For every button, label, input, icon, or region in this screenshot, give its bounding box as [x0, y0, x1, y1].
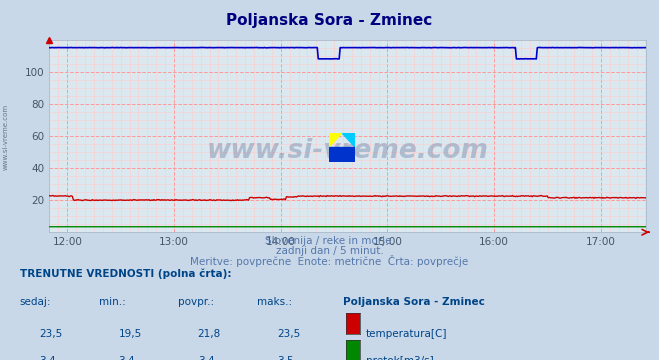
Text: TRENUTNE VREDNOSTI (polna črta):: TRENUTNE VREDNOSTI (polna črta):: [20, 268, 231, 279]
Text: 23,5: 23,5: [40, 329, 63, 339]
Text: www.si-vreme.com: www.si-vreme.com: [207, 138, 488, 164]
Text: Meritve: povprečne  Enote: metrične  Črta: povprečje: Meritve: povprečne Enote: metrične Črta:…: [190, 255, 469, 267]
Text: sedaj:: sedaj:: [20, 297, 51, 307]
Polygon shape: [329, 133, 342, 147]
Text: zadnji dan / 5 minut.: zadnji dan / 5 minut.: [275, 246, 384, 256]
Text: 3,4: 3,4: [40, 356, 56, 360]
Text: Slovenija / reke in morje.: Slovenija / reke in morje.: [264, 236, 395, 246]
Text: 19,5: 19,5: [119, 329, 142, 339]
Polygon shape: [342, 133, 355, 147]
Text: Poljanska Sora - Zminec: Poljanska Sora - Zminec: [227, 13, 432, 28]
Text: temperatura[C]: temperatura[C]: [366, 329, 447, 339]
Text: 23,5: 23,5: [277, 329, 300, 339]
Text: www.si-vreme.com: www.si-vreme.com: [2, 104, 9, 170]
Text: povpr.:: povpr.:: [178, 297, 214, 307]
Text: 3,5: 3,5: [277, 356, 293, 360]
Text: min.:: min.:: [99, 297, 126, 307]
Polygon shape: [329, 147, 355, 162]
Text: Poljanska Sora - Zminec: Poljanska Sora - Zminec: [343, 297, 484, 307]
Text: 3,4: 3,4: [198, 356, 214, 360]
Text: pretok[m3/s]: pretok[m3/s]: [366, 356, 434, 360]
Text: 21,8: 21,8: [198, 329, 221, 339]
Text: maks.:: maks.:: [257, 297, 292, 307]
Text: 3,4: 3,4: [119, 356, 135, 360]
